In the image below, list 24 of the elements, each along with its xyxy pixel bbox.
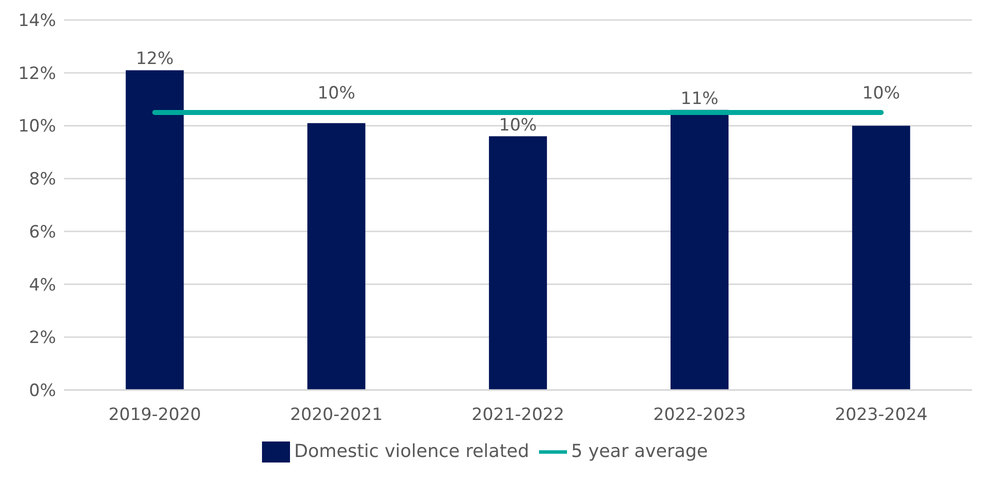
x-tick-label: 2019-2020 [108,405,202,426]
y-tick-label: 12% [18,64,56,84]
data-label: 10% [499,115,537,136]
y-tick-label: 14% [18,11,56,32]
bar [126,70,184,390]
data-label: 10% [317,84,356,104]
data-label: 12% [136,49,174,70]
x-tick-label: 2020-2021 [290,405,383,426]
y-tick-label: 8% [29,170,56,190]
data-label: 11% [680,88,718,109]
bar [852,126,910,390]
legend-label: 5 year average [571,440,708,462]
legend-label: Domestic violence related [294,440,530,462]
y-tick-label: 2% [29,328,56,348]
x-tick-label: 2023-2024 [834,405,928,426]
bar [488,136,547,390]
bar [307,123,366,390]
x-tick-label: 2021-2022 [472,405,564,426]
y-tick-label: 6% [29,222,56,242]
x-tick-label: 2022-2023 [653,405,746,426]
y-tick-label: 10% [18,116,56,137]
data-label: 10% [862,84,900,104]
y-tick-label: 4% [29,275,56,296]
y-tick-label: 0% [29,381,56,402]
